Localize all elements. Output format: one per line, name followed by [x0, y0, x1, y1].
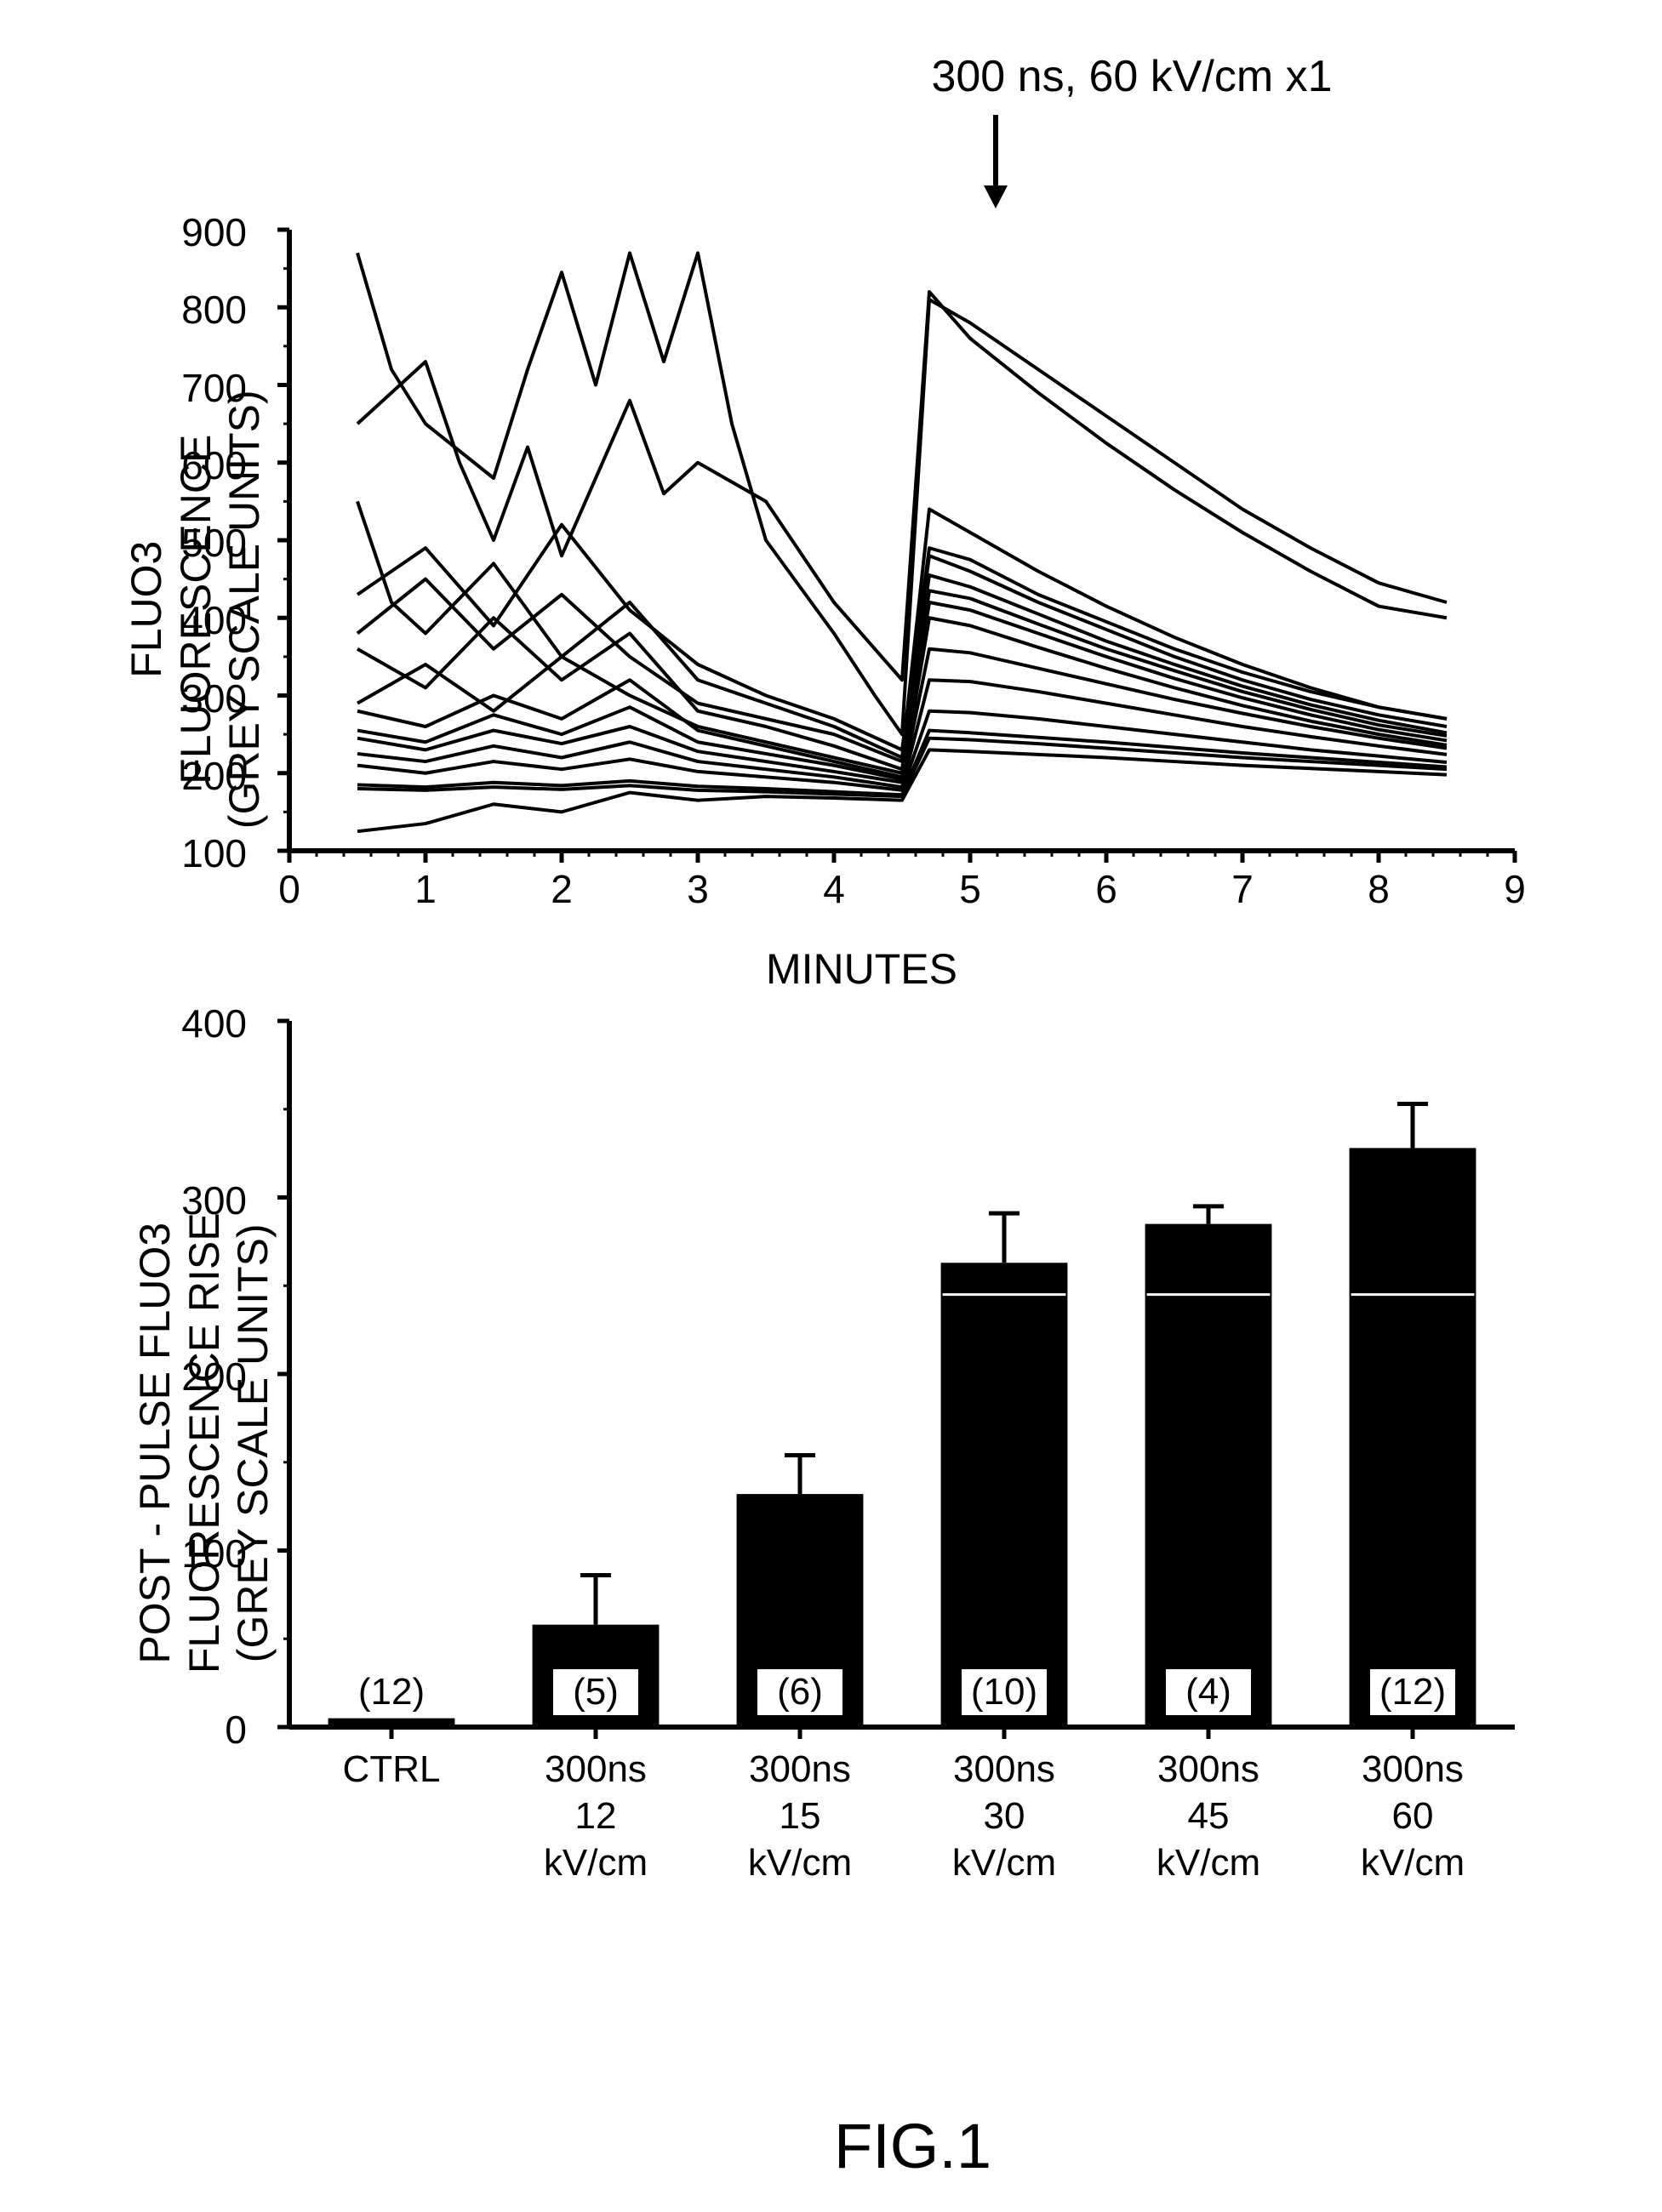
line-ytick-label: 200	[162, 753, 247, 799]
stimulus-annotation: 300 ns, 60 kV/cm x1	[877, 51, 1387, 102]
bar-ytick-label: 200	[162, 1354, 247, 1400]
line-chart-svg	[255, 221, 1532, 902]
line-xtick-label: 4	[813, 866, 855, 912]
line-xtick-label: 7	[1221, 866, 1264, 912]
line-ytick-label: 400	[162, 597, 247, 643]
bar-n-label: (10)	[962, 1669, 1047, 1715]
bar-category-label: CTRL	[306, 1746, 477, 1793]
bar-category-label: 300ns60kV/cm	[1328, 1746, 1498, 1886]
bar-category-label: 300ns45kV/cm	[1123, 1746, 1294, 1886]
line-ytick-label: 600	[162, 442, 247, 488]
bar-n-label: (12)	[349, 1669, 434, 1715]
bar-category-label: 300ns15kV/cm	[715, 1746, 885, 1886]
bar-chart-svg	[255, 1012, 1532, 1778]
bar-chart: POST - PULSE FLUO3 FLUORESCENCE RISE (GR…	[153, 1012, 1532, 1948]
line-xtick-label: 2	[540, 866, 583, 912]
line-chart-xlabel: MINUTES	[766, 944, 957, 994]
bar-ytick-label: 100	[162, 1531, 247, 1576]
bar-n-label: (5)	[553, 1669, 638, 1715]
line-ytick-label: 500	[162, 520, 247, 566]
bar-ytick-label: 400	[162, 1001, 247, 1046]
figure-label: FIG.1	[834, 2110, 991, 2182]
bar-n-label: (12)	[1370, 1669, 1455, 1715]
line-ytick-label: 700	[162, 365, 247, 411]
line-ytick-label: 800	[162, 287, 247, 333]
line-xtick-label: 9	[1494, 866, 1536, 912]
bar-category-label: 300ns12kV/cm	[511, 1746, 681, 1886]
bar-n-label: (4)	[1166, 1669, 1251, 1715]
line-xtick-label: 1	[404, 866, 447, 912]
line-xtick-label: 0	[268, 866, 311, 912]
arrow-down-icon	[979, 111, 1013, 213]
line-ytick-label: 100	[162, 830, 247, 876]
line-ytick-label: 900	[162, 209, 247, 255]
line-xtick-label: 3	[677, 866, 719, 912]
line-xtick-label: 5	[949, 866, 991, 912]
line-ytick-label: 300	[162, 676, 247, 721]
line-xtick-label: 6	[1085, 866, 1128, 912]
line-xtick-label: 8	[1357, 866, 1400, 912]
line-chart: FLUO3 FLUORESCENCE (GREY SCALE UNITS) 10…	[153, 221, 1532, 919]
bar-category-label: 300ns30kV/cm	[919, 1746, 1089, 1886]
bar-n-label: (6)	[757, 1669, 842, 1715]
bar-ytick-label: 0	[162, 1707, 247, 1753]
bar-ytick-label: 300	[162, 1177, 247, 1223]
